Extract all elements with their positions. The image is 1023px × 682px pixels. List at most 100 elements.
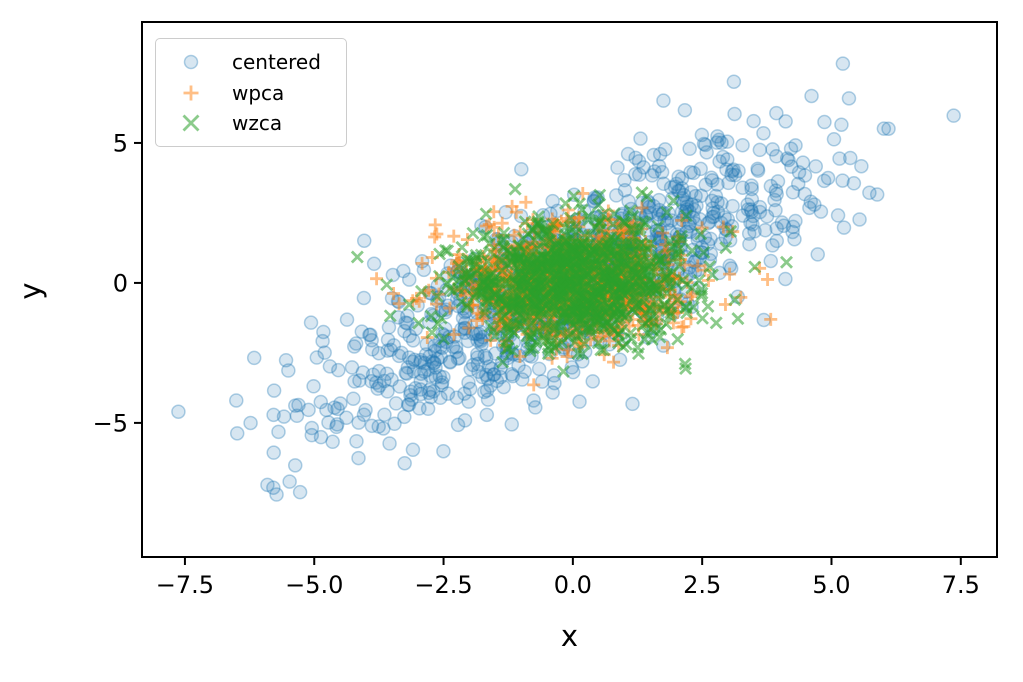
data-point — [404, 392, 419, 407]
data-point — [731, 163, 746, 179]
data-point — [412, 294, 426, 308]
data-point — [680, 306, 694, 320]
data-point — [649, 322, 663, 336]
data-point — [726, 74, 742, 89]
data-point — [781, 152, 796, 168]
data-point — [601, 237, 615, 251]
data-point — [765, 142, 780, 157]
data-point — [759, 209, 775, 224]
data-point — [709, 316, 723, 330]
legend-item-centered: centered — [176, 48, 334, 76]
data-point — [428, 230, 442, 244]
data-point — [779, 151, 795, 166]
data-point — [365, 367, 381, 383]
data-point — [761, 272, 775, 286]
data-point — [644, 168, 660, 183]
data-point — [578, 308, 592, 322]
data-point — [744, 181, 759, 197]
data-point — [306, 379, 321, 394]
data-point — [364, 374, 379, 389]
data-point — [452, 350, 467, 366]
data-point — [881, 121, 896, 136]
data-point — [460, 254, 474, 268]
data-point — [433, 247, 447, 261]
data-point — [412, 401, 427, 416]
x-axis-label: x — [560, 619, 579, 653]
data-point — [479, 301, 493, 315]
data-point — [834, 117, 849, 132]
data-point — [686, 165, 701, 181]
data-point — [624, 282, 638, 296]
data-point — [426, 355, 442, 371]
data-point — [666, 194, 680, 208]
data-point — [695, 282, 709, 296]
data-point — [501, 342, 515, 356]
data-point — [420, 401, 436, 417]
data-point — [477, 384, 492, 400]
data-point — [646, 309, 660, 323]
data-point — [559, 254, 573, 268]
data-point — [330, 401, 345, 417]
data-point — [787, 231, 802, 247]
data-point — [457, 413, 473, 428]
data-point — [636, 160, 651, 175]
data-point — [770, 174, 786, 189]
data-point — [377, 373, 392, 389]
data-point — [291, 397, 306, 413]
data-point — [523, 262, 537, 276]
data-point — [289, 408, 305, 424]
data-point — [344, 360, 360, 375]
data-point — [243, 415, 258, 431]
data-point — [744, 178, 759, 193]
x-tick-label: 5.0 — [812, 571, 850, 599]
data-point — [588, 291, 602, 305]
data-point — [562, 221, 576, 235]
data-point — [744, 204, 759, 220]
data-point — [668, 251, 682, 265]
data-point — [548, 321, 562, 335]
data-point — [426, 384, 441, 399]
data-point — [696, 136, 712, 152]
series-wzca — [350, 182, 793, 378]
data-point — [329, 419, 344, 435]
data-point — [677, 102, 693, 118]
data-point — [540, 278, 554, 292]
data-point — [430, 351, 445, 367]
data-point — [399, 316, 415, 331]
data-point — [727, 167, 743, 183]
data-point — [691, 259, 705, 273]
data-point — [703, 260, 717, 274]
data-point — [523, 344, 537, 358]
data-point — [282, 474, 297, 489]
data-point — [597, 322, 611, 336]
data-point — [321, 415, 336, 430]
data-point — [402, 328, 417, 344]
data-point — [496, 355, 510, 369]
data-point — [769, 149, 784, 164]
data-point — [489, 373, 505, 389]
data-point — [440, 386, 456, 401]
data-point — [496, 379, 511, 395]
data-point — [351, 450, 366, 466]
data-point — [432, 369, 447, 384]
data-point — [349, 433, 364, 449]
data-point — [362, 327, 377, 343]
data-point — [776, 218, 792, 234]
data-point — [387, 416, 402, 432]
data-point — [835, 56, 851, 71]
data-point — [480, 392, 496, 407]
data-point — [743, 215, 758, 231]
data-point — [606, 217, 620, 231]
data-point — [455, 240, 469, 254]
data-point — [724, 224, 738, 238]
data-point — [475, 369, 490, 385]
data-point — [628, 166, 643, 182]
data-point — [678, 357, 692, 371]
data-point — [803, 194, 819, 209]
data-point — [646, 147, 662, 163]
data-point — [376, 421, 391, 436]
data-point — [504, 417, 520, 432]
data-point — [623, 253, 637, 267]
data-point — [791, 165, 807, 180]
data-point — [705, 268, 719, 282]
